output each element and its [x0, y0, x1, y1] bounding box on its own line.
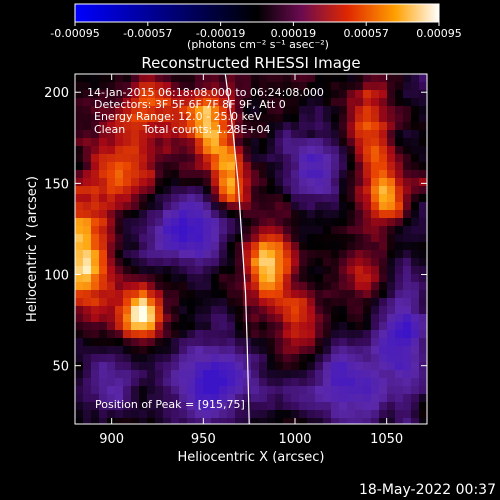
- y-tick-label: 100: [44, 269, 69, 284]
- y-axis-label: Heliocentric Y (arcsec): [25, 176, 40, 322]
- heatmap-cells: [75, 74, 427, 424]
- annotation-clean-counts: Clean Total counts: 1.28E+04: [94, 123, 271, 136]
- render-datestamp: 18-May-2022 00:37: [358, 482, 496, 498]
- y-axis-ticks: 50 100 150 200: [44, 86, 427, 375]
- x-tick-label: 950: [191, 432, 216, 447]
- colorbar-units: (photons cm⁻² s⁻¹ asec⁻²): [187, 38, 329, 51]
- x-tick-label: 900: [99, 432, 124, 447]
- y-tick-label: 200: [44, 86, 69, 101]
- plot-frame: [74, 73, 428, 425]
- colorbar-tick-label: -0.00057: [123, 27, 172, 40]
- annotation-time-range: 14-Jan-2015 06:18:08.000 to 06:24:08.000: [87, 86, 324, 99]
- colorbar-tick-label: -0.00095: [50, 27, 99, 40]
- x-tick-label: 1050: [370, 432, 403, 447]
- chart-title: Reconstructed RHESSI Image: [141, 54, 360, 72]
- colorbar-tick-label: 0.00057: [343, 27, 389, 40]
- colorbar-tick-label: -0.00019: [196, 27, 245, 40]
- peak-position-label: Position of Peak = [915,75]: [95, 398, 245, 411]
- colorbar-tick-label: 0.00095: [416, 27, 462, 40]
- plot-area: [75, 74, 427, 424]
- colorbar-tick-labels: -0.00095 -0.00057 -0.00019 0.00019 0.00057 0.…: [50, 27, 461, 40]
- x-axis-label: Heliocentric X (arcsec): [178, 450, 325, 465]
- annotation-detectors: Detectors: 3F 5F 6F 7F 8F 9F, Att 0: [94, 98, 286, 111]
- annotation-energy-range: Energy Range: 12.0 - 25.0 keV: [94, 110, 262, 123]
- y-tick-label: 50: [52, 360, 69, 375]
- colorbar-tick-label: 0.00019: [271, 27, 317, 40]
- x-axis-ticks: 900 950 1000 1050: [99, 74, 403, 447]
- y-tick-label: 150: [44, 177, 69, 192]
- solar-limb-line: [224, 74, 250, 424]
- x-tick-label: 1000: [278, 432, 311, 447]
- annotation-block: 14-Jan-2015 06:18:08.000 to 06:24:08.000…: [87, 86, 324, 136]
- colorbar: -0.00095 -0.00057 -0.00019 0.00019 0.00057 0.…: [50, 3, 462, 51]
- colorbar-ticks: [74, 22, 440, 26]
- colorbar-gradient: [74, 3, 440, 23]
